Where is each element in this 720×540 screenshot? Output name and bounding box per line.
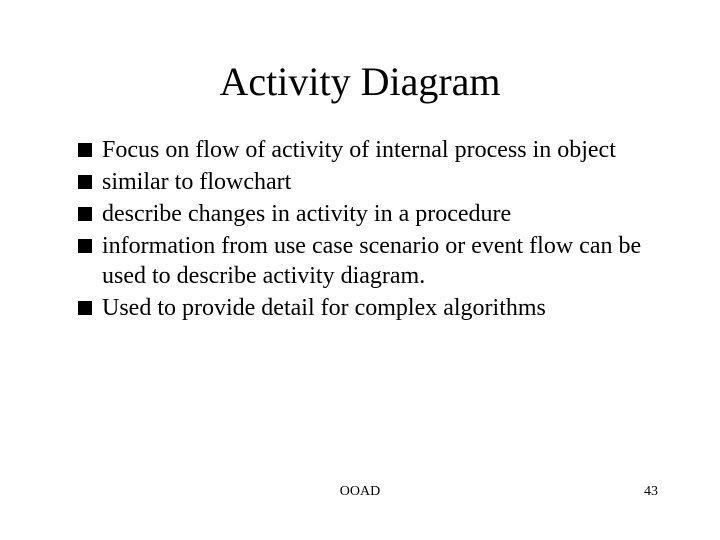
square-bullet-icon xyxy=(78,175,92,189)
bullet-text: Focus on flow of activity of internal pr… xyxy=(102,135,660,165)
slide: Activity Diagram Focus on flow of activi… xyxy=(0,0,720,540)
footer-label: OOAD xyxy=(0,484,720,500)
list-item: describe changes in activity in a proced… xyxy=(78,199,660,229)
slide-title: Activity Diagram xyxy=(0,0,720,135)
square-bullet-icon xyxy=(78,301,92,315)
list-item: Focus on flow of activity of internal pr… xyxy=(78,135,660,165)
bullet-text: Used to provide detail for complex algor… xyxy=(102,293,660,323)
bullet-text: describe changes in activity in a proced… xyxy=(102,199,660,229)
list-item: information from use case scenario or ev… xyxy=(78,231,660,291)
bullet-text: similar to flowchart xyxy=(102,167,660,197)
list-item: similar to flowchart xyxy=(78,167,660,197)
bullet-text: information from use case scenario or ev… xyxy=(102,231,660,291)
square-bullet-icon xyxy=(78,207,92,221)
square-bullet-icon xyxy=(78,143,92,157)
page-number: 43 xyxy=(644,484,658,500)
square-bullet-icon xyxy=(78,239,92,253)
list-item: Used to provide detail for complex algor… xyxy=(78,293,660,323)
slide-body: Focus on flow of activity of internal pr… xyxy=(0,135,720,323)
